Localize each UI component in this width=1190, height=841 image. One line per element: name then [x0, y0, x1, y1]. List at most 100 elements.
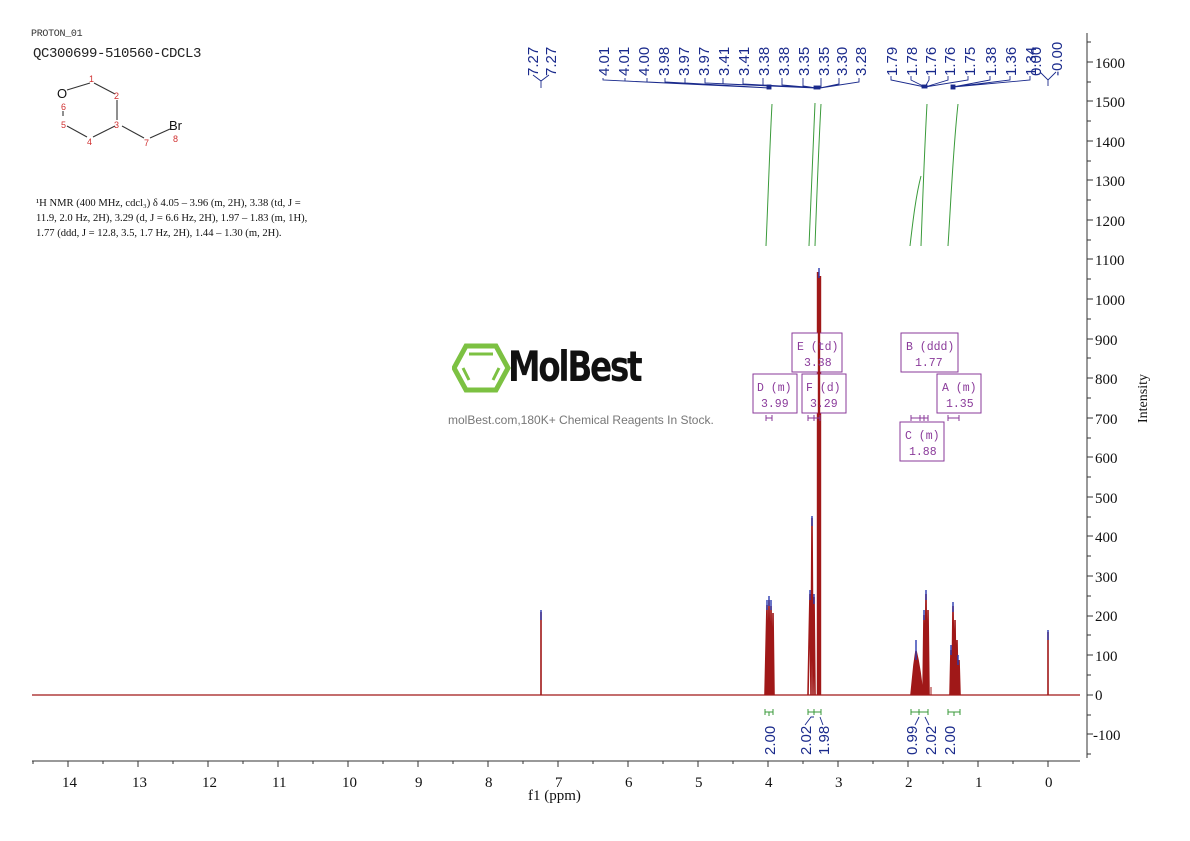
integral-value: 0.99: [904, 726, 921, 755]
peak-label: 1.75: [962, 47, 979, 76]
peak-label: 3.97: [696, 47, 713, 76]
atom-number: 5: [61, 120, 66, 130]
y-tick-label: 1100: [1095, 253, 1124, 269]
peak-label: 3.30: [834, 47, 851, 76]
multiplet-shift: 3.99: [761, 398, 789, 411]
peak-label: 3.97: [676, 47, 693, 76]
y-tick-label: -100: [1093, 728, 1121, 744]
integral-value: 1.98: [816, 726, 833, 755]
oxygen-atom: O: [57, 86, 67, 101]
y-axis: [1086, 33, 1093, 758]
peak-label: 1.76: [942, 47, 959, 76]
atom-number: 2: [114, 91, 119, 101]
peak-label: 3.35: [796, 47, 813, 76]
x-tick-label: 4: [765, 775, 773, 791]
multiplet-shift: 3.38: [804, 357, 832, 370]
y-tick-label: 800: [1095, 372, 1118, 388]
y-tick-labels: -100 0 100 200 300 400 500 600 700 800 9…: [1093, 56, 1125, 744]
nmr-description-line: 11.9, 2.0 Hz, 2H), 3.29 (d, J = 6.6 Hz, …: [36, 213, 308, 224]
multiplet-range-markers: [765, 415, 960, 421]
peak-label: -0.00: [1049, 42, 1066, 76]
multiplet-shift: 3.29: [810, 398, 838, 411]
integral-value: 2.00: [942, 726, 959, 755]
sample-id-title: QC300699-510560-CDCL3: [33, 46, 202, 62]
peak-label: 3.98: [656, 47, 673, 76]
y-tick-label: 1500: [1095, 95, 1125, 111]
peak-label: 7.27: [525, 47, 542, 76]
integral-value: 2.02: [798, 726, 815, 755]
multiplet-boxes: [752, 332, 982, 462]
chemical-structure: O Br 1 2 3 4 5 6 7 8: [57, 74, 183, 148]
y-tick-label: 1600: [1095, 56, 1125, 72]
peak-label: 1.78: [904, 47, 921, 76]
peak-label: 7.27: [543, 47, 560, 76]
atom-number: 3: [114, 120, 119, 130]
atom-number: 1: [89, 74, 94, 84]
y-tick-label: 400: [1095, 530, 1118, 546]
multiplet-shift: 1.77: [915, 357, 943, 370]
multiplet-label: F (d): [806, 382, 841, 395]
x-tick-label: 1: [975, 775, 983, 791]
peak-label: 4.01: [596, 47, 613, 76]
atom-number: 4: [87, 137, 92, 147]
peak-label: 4.01: [616, 47, 633, 76]
x-tick-label: 5: [695, 775, 703, 791]
x-tick-label: 10: [342, 775, 357, 791]
bromine-atom: Br: [169, 118, 183, 133]
molbest-logo-icon: [452, 343, 511, 393]
x-tick-label: 7: [555, 775, 563, 791]
integral-value: 2.00: [762, 726, 779, 755]
peak-label: 1.34: [1023, 47, 1040, 76]
integral-labels: 2.00 2.02 1.98 0.99 2.02 2.00: [762, 726, 959, 755]
multiplet-shift: 1.88: [909, 446, 937, 459]
y-axis-label: Intensity: [1136, 374, 1151, 423]
peak-tip-markers: [540, 268, 1049, 665]
x-tick-label: 13: [132, 775, 147, 791]
peak-label: 4.00: [636, 47, 653, 76]
multiplet-shift: 1.35: [946, 398, 974, 411]
peak-label: 0.00: [1028, 47, 1045, 76]
integral-value: 2.02: [923, 726, 940, 755]
nmr-description-line: 1.77 (ddd, J = 12.8, 3.5, 1.7 Hz, 2H), 1…: [36, 228, 282, 239]
peak-label: 1.79: [884, 47, 901, 76]
peak-label: 3.28: [853, 47, 870, 76]
peak-label: 3.41: [736, 47, 753, 76]
x-tick-label: 14: [62, 775, 78, 791]
y-tick-label: 1300: [1095, 174, 1125, 190]
experiment-label: PROTON_01: [31, 29, 83, 40]
x-tick-label: 12: [202, 775, 217, 791]
y-tick-label: 600: [1095, 451, 1118, 467]
y-tick-label: 700: [1095, 412, 1118, 428]
peak-label: 1.38: [983, 47, 1000, 76]
atom-number: 6: [61, 102, 66, 112]
y-tick-label: 300: [1095, 570, 1118, 586]
atom-number: 8: [173, 134, 178, 144]
x-tick-labels: 14 13 12 11 10 9 8 7 6 5 4 3 2 1 0: [62, 775, 1053, 791]
multiplet-label: A (m): [942, 382, 977, 395]
multiplet-label: D (m): [757, 382, 792, 395]
multiplet-label: E (td): [797, 341, 838, 354]
y-tick-label: 0: [1095, 688, 1103, 704]
multiplet-label: B (ddd): [906, 341, 954, 354]
watermark-brand: MolBest: [508, 342, 643, 391]
integration-curves: [765, 102, 959, 247]
peak-label: 3.38: [756, 47, 773, 76]
y-tick-label: 1200: [1095, 214, 1125, 230]
x-tick-label: 2: [905, 775, 913, 791]
atom-number: 7: [144, 138, 149, 148]
y-tick-label: 200: [1095, 609, 1118, 625]
x-tick-label: 3: [835, 775, 843, 791]
x-tick-label: 9: [415, 775, 423, 791]
multiplet-labels: E (td) 3.38 D (m) 3.99 F (d) 3.29 B (ddd…: [757, 341, 977, 459]
x-axis: [32, 760, 1080, 767]
x-tick-label: 6: [625, 775, 633, 791]
peak-label-leaders: [532, 71, 1057, 90]
y-tick-label: 900: [1095, 333, 1118, 349]
nmr-description: ¹H NMR (400 MHz, cdcl₃) δ 4.05 – 3.96 (m…: [36, 196, 366, 241]
peak-label: 3.35: [816, 47, 833, 76]
y-tick-label: 500: [1095, 491, 1118, 507]
x-tick-label: 8: [485, 775, 493, 791]
x-axis-label: f1 (ppm): [528, 788, 581, 804]
x-tick-label: 11: [272, 775, 286, 791]
